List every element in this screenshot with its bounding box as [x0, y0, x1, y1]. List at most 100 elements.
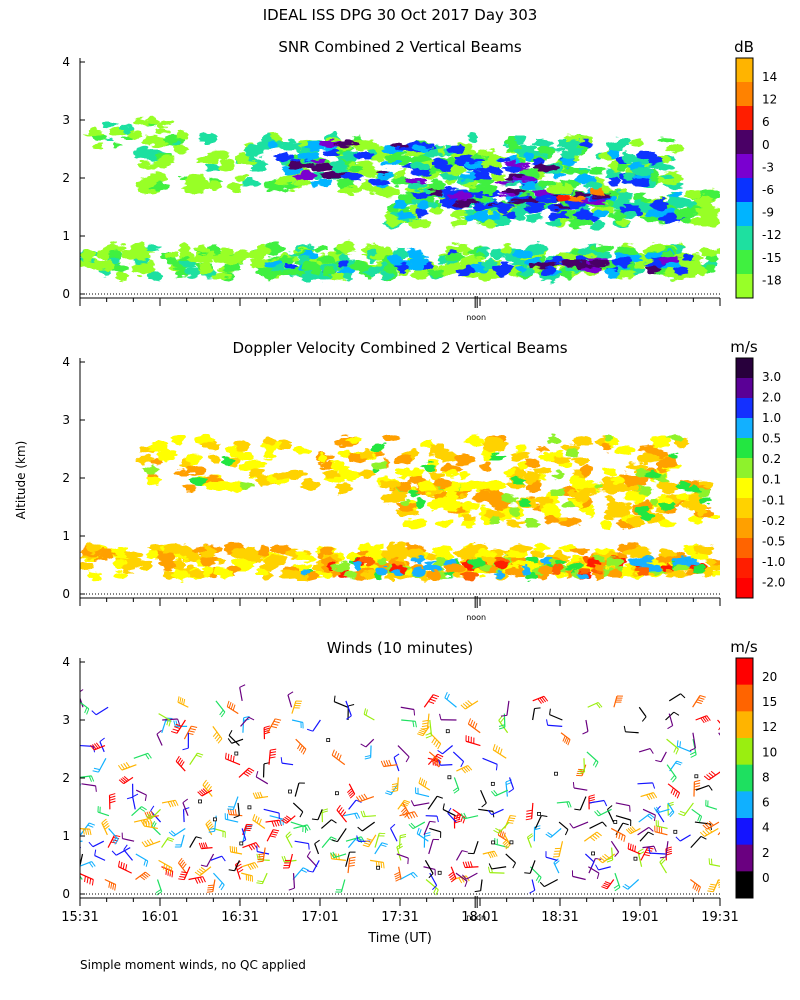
- doppler-cell: [571, 456, 590, 465]
- doppler-cell: [417, 481, 436, 493]
- snr-cell: [568, 202, 586, 210]
- barb-feather: [410, 800, 415, 806]
- wind-barb: [68, 809, 77, 825]
- colorbar-swatch: [736, 764, 753, 792]
- barb-feather: [380, 844, 387, 848]
- wind-barb: [532, 707, 541, 721]
- wind-barb: [307, 860, 320, 873]
- wind-barb: [391, 777, 399, 793]
- barb-feather: [88, 841, 94, 848]
- barb-feather: [112, 837, 117, 843]
- colorbar-swatch: [736, 558, 753, 579]
- barb-feather: [422, 779, 426, 786]
- barb-feather: [689, 747, 696, 752]
- doppler-cell: [373, 567, 388, 575]
- barb-feather: [221, 855, 226, 862]
- barb-feather: [411, 812, 416, 818]
- wind-barb: [394, 866, 402, 882]
- barb-shaft: [625, 731, 639, 734]
- barb-feather: [627, 828, 633, 834]
- wind-barb: [294, 840, 310, 850]
- barb-feather: [111, 850, 117, 856]
- wind-barb: [189, 836, 202, 848]
- snr-cell: [524, 201, 547, 208]
- wind-barb: [505, 853, 516, 869]
- doppler-cell: [462, 514, 476, 522]
- barb-feather: [314, 839, 320, 845]
- barb-feather: [258, 818, 262, 825]
- barb-feather: [145, 753, 150, 760]
- barb-feather: [80, 689, 84, 693]
- doppler-cell: [652, 565, 663, 572]
- barb-feather: [391, 785, 398, 788]
- barb-shaft: [642, 845, 655, 849]
- colorbar-swatch: [736, 438, 753, 459]
- snr-cell: [617, 219, 629, 227]
- doppler-cell: [353, 560, 362, 570]
- snr-cell: [612, 258, 633, 266]
- doppler-cell: [629, 546, 653, 558]
- wind-barb: [227, 796, 239, 810]
- snr-cell: [512, 250, 533, 258]
- barb-feather: [470, 719, 474, 726]
- barb-feather: [177, 757, 182, 764]
- snr-cell: [588, 166, 607, 174]
- barb-feather: [653, 807, 658, 814]
- wind-barb: [90, 742, 106, 751]
- barb-feather: [306, 851, 311, 857]
- barb-feather: [395, 878, 402, 882]
- barb-feather: [257, 880, 264, 883]
- barb-shaft: [642, 808, 656, 816]
- wind-barb: [400, 802, 410, 818]
- wind-barb: [80, 866, 83, 880]
- colorbar-label: -0.2: [762, 514, 785, 528]
- wind-barb: [526, 833, 534, 848]
- snr-cell: [161, 119, 173, 125]
- snr-cell: [219, 247, 234, 255]
- barb-feather: [656, 806, 660, 813]
- doppler-cell: [531, 550, 546, 558]
- wind-barb: [666, 738, 679, 755]
- doppler-cell: [221, 457, 233, 467]
- barb-feather: [101, 818, 107, 824]
- wind-barb: [448, 866, 457, 883]
- barb-feather: [89, 822, 96, 826]
- barb-feather: [710, 883, 717, 886]
- snr-cell: [568, 195, 579, 201]
- doppler-cell: [460, 519, 476, 528]
- barb-feather: [690, 754, 697, 758]
- barb-feather: [620, 834, 624, 841]
- wind-barb: [722, 736, 734, 746]
- barb-feather: [194, 871, 201, 877]
- barb-feather: [510, 815, 517, 817]
- barb-feather: [428, 700, 435, 704]
- doppler-cell: [171, 434, 185, 446]
- snr-cell: [629, 139, 644, 147]
- wind-barb: [717, 719, 720, 732]
- wind-barb: [606, 847, 614, 863]
- wind-barb: [498, 715, 509, 734]
- barb-feather: [217, 738, 223, 744]
- colorbar-swatch: [736, 478, 753, 499]
- barb-shaft: [123, 849, 133, 861]
- snr-cell: [477, 149, 495, 158]
- doppler-cell: [269, 556, 287, 564]
- snr-cell: [656, 257, 681, 264]
- barb-feather: [623, 725, 626, 732]
- barb-shaft: [491, 808, 504, 816]
- barb-feather: [175, 723, 182, 727]
- snr-cell: [530, 214, 544, 221]
- barb-feather: [70, 735, 74, 740]
- doppler-cell: [564, 448, 580, 457]
- colorbar-label: -9: [762, 206, 774, 220]
- barb-feather: [472, 721, 476, 728]
- barb-shaft: [637, 782, 653, 785]
- barb-feather: [93, 767, 100, 771]
- snr-panel: SNR Combined 2 Vertical Beams 01234noon …: [62, 38, 781, 322]
- colorbar-label: 10: [762, 745, 777, 759]
- snr-cell: [382, 247, 394, 257]
- barb-feather: [417, 733, 424, 737]
- barb-feather: [358, 795, 363, 801]
- barb-feather: [162, 863, 166, 870]
